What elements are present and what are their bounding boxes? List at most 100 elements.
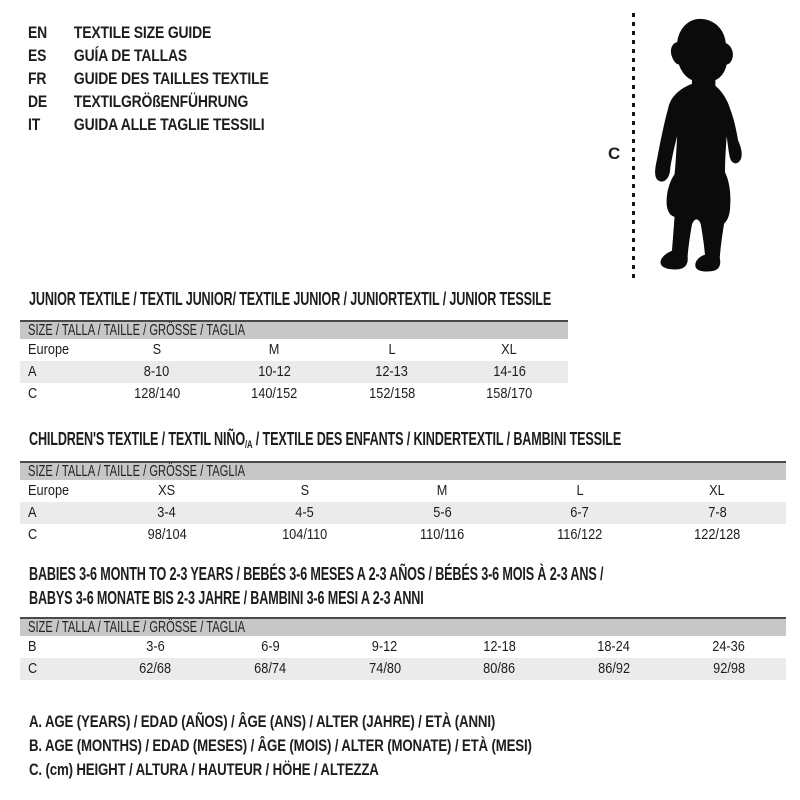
row-label-cell: C bbox=[20, 524, 98, 546]
table-cell-text: XL bbox=[709, 483, 725, 499]
row-label-text: C bbox=[28, 661, 38, 677]
table-cell: L bbox=[511, 480, 649, 502]
table-cell: 80/86 bbox=[442, 658, 557, 680]
table-cell: XS bbox=[98, 480, 236, 502]
section-title-text: BABIES 3-6 MONTH TO 2-3 YEARS / BEBÉS 3-… bbox=[29, 562, 603, 610]
table-cell: 92/98 bbox=[671, 658, 786, 680]
table-cell: 10-12 bbox=[216, 361, 334, 383]
table-cell-text: 158/170 bbox=[486, 386, 533, 402]
row-label-cell: C bbox=[20, 658, 98, 680]
language-row: FR GUIDE DES TAILLES TEXTILE bbox=[28, 67, 321, 90]
language-row-text: FR GUIDE DES TAILLES TEXTILE bbox=[28, 67, 269, 90]
table-cell: 6-9 bbox=[213, 636, 328, 658]
language-row-text: EN TEXTILE SIZE GUIDE bbox=[28, 21, 211, 44]
language-row-text: ES GUÍA DE TALLAS bbox=[28, 44, 187, 67]
row-label-text: B bbox=[28, 639, 37, 655]
table-cell-text: 8-10 bbox=[143, 364, 170, 380]
language-row-text: IT GUIDA ALLE TAGLIE TESSILI bbox=[28, 113, 265, 136]
table-cell: 3-4 bbox=[98, 502, 236, 524]
table-cell-text: 18-24 bbox=[597, 639, 631, 655]
table-header-text: SIZE / TALLA / TAILLE / GRÖSSE / TAGLIA bbox=[28, 322, 246, 339]
table-cell: M bbox=[216, 339, 334, 361]
table-cell: 68/74 bbox=[213, 658, 328, 680]
section-title-line: BABIES 3-6 MONTH TO 2-3 YEARS / BEBÉS 3-… bbox=[29, 564, 604, 584]
table-cell-text: 62/68 bbox=[139, 661, 172, 677]
row-label-text: C bbox=[28, 527, 38, 543]
table-cell-text: 9-12 bbox=[371, 639, 398, 655]
language-row: ES GUÍA DE TALLAS bbox=[28, 44, 321, 67]
table-cell-text: M bbox=[268, 342, 280, 358]
table-row: A 3-4 4-5 5-6 6-7 7-8 bbox=[20, 502, 786, 524]
table-cell-text: XL bbox=[501, 342, 518, 358]
table-cell-text: 110/116 bbox=[419, 527, 465, 543]
table-cell-text: 128/140 bbox=[133, 386, 180, 402]
table-cell: 8-10 bbox=[98, 361, 216, 383]
height-dotted-line bbox=[632, 13, 635, 279]
table-cell-text: 92/98 bbox=[712, 661, 745, 677]
table-cell: 62/68 bbox=[98, 658, 213, 680]
table-cell-text: 3-6 bbox=[146, 639, 165, 655]
table-cell: S bbox=[236, 480, 374, 502]
table-cell: 128/140 bbox=[98, 383, 216, 405]
table-cell: 152/158 bbox=[333, 383, 451, 405]
language-row-text: DE TEXTILGRÖßENFÜHRUNG bbox=[28, 90, 248, 113]
table-cell-text: 4-5 bbox=[295, 505, 314, 521]
language-code: ES bbox=[28, 46, 47, 65]
table-row: A 8-10 10-12 12-13 14-16 bbox=[20, 361, 568, 383]
section-title-text: CHILDREN'S TEXTILE / TEXTIL NIÑO/A / TEX… bbox=[29, 427, 621, 457]
table-cell: XL bbox=[648, 480, 786, 502]
table-cell: XL bbox=[451, 339, 569, 361]
table-cell: 3-6 bbox=[98, 636, 213, 658]
table-cell-text: L bbox=[388, 342, 396, 358]
table-cell-text: 3-4 bbox=[157, 505, 177, 521]
language-title: TEXTILGRÖßENFÜHRUNG bbox=[73, 92, 249, 111]
footnote-line: A. AGE (YEARS) / EDAD (AÑOS) / ÂGE (ANS)… bbox=[29, 710, 674, 734]
language-list: EN TEXTILE SIZE GUIDE ES GUÍA DE TALLAS FR GU… bbox=[28, 21, 321, 136]
table-header-band: SIZE / TALLA / TAILLE / GRÖSSE / TAGLIA bbox=[20, 461, 786, 480]
table-cell: M bbox=[373, 480, 511, 502]
table-cell: 18-24 bbox=[557, 636, 672, 658]
language-row: DE TEXTILGRÖßENFÜHRUNG bbox=[28, 90, 321, 113]
table-cell: 12-13 bbox=[333, 361, 451, 383]
table-cell-text: 152/158 bbox=[368, 386, 415, 402]
table-cell: 122/128 bbox=[648, 524, 786, 546]
language-title: GUIDA ALLE TAGLIE TESSILI bbox=[73, 115, 265, 134]
row-label-text: Europe bbox=[28, 483, 70, 499]
section-title-babies: BABIES 3-6 MONTH TO 2-3 YEARS / BEBÉS 3-… bbox=[29, 562, 800, 610]
footnote-line: C. (cm) HEIGHT / ALTURA / HAUTEUR / HÖHE… bbox=[29, 758, 674, 782]
table-cell-text: 80/86 bbox=[483, 661, 516, 677]
table-cell-text: 5-6 bbox=[432, 505, 452, 521]
footnote-line: B. AGE (MONTHS) / EDAD (MESES) / ÂGE (MO… bbox=[29, 734, 674, 758]
table-row: C 128/140 140/152 152/158 158/170 bbox=[20, 383, 568, 405]
table-row: B 3-6 6-9 9-12 12-18 18-24 24-36 bbox=[20, 636, 786, 658]
table-header-band: SIZE / TALLA / TAILLE / GRÖSSE / TAGLIA bbox=[20, 617, 786, 636]
table-cell-text: 6-9 bbox=[260, 639, 280, 655]
language-code: EN bbox=[28, 23, 48, 42]
table-cell: 158/170 bbox=[451, 383, 569, 405]
table-cell: 4-5 bbox=[236, 502, 374, 524]
table-cell-text: 6-7 bbox=[570, 505, 589, 521]
row-label-text: A bbox=[28, 364, 37, 380]
table-cell-text: S bbox=[152, 342, 161, 358]
table-cell-text: 116/122 bbox=[557, 527, 603, 543]
table-cell-text: 104/110 bbox=[281, 527, 327, 543]
footnote-text: C. (cm) HEIGHT / ALTURA / HAUTEUR / HÖHE… bbox=[29, 760, 379, 779]
table-cell-text: 98/104 bbox=[147, 527, 187, 543]
language-title: TEXTILE SIZE GUIDE bbox=[73, 23, 212, 42]
table-cell-text: XS bbox=[158, 483, 176, 499]
junior-size-table: SIZE / TALLA / TAILLE / GRÖSSE / TAGLIA E… bbox=[20, 320, 568, 405]
section-title-children: CHILDREN'S TEXTILE / TEXTIL NIÑO/A / TEX… bbox=[29, 427, 800, 457]
table-row: C 62/68 68/74 74/80 80/86 86/92 92/98 bbox=[20, 658, 786, 680]
row-label-text: Europe bbox=[28, 342, 70, 358]
table-cell: 12-18 bbox=[442, 636, 557, 658]
footnote-text: A. AGE (YEARS) / EDAD (AÑOS) / ÂGE (ANS)… bbox=[29, 712, 496, 731]
table-cell-text: 12-18 bbox=[482, 639, 516, 655]
babies-size-table: SIZE / TALLA / TAILLE / GRÖSSE / TAGLIA B… bbox=[20, 617, 786, 680]
table-cell: 110/116 bbox=[373, 524, 511, 546]
language-row: EN TEXTILE SIZE GUIDE bbox=[28, 21, 321, 44]
table-cell: 9-12 bbox=[327, 636, 442, 658]
table-cell: 140/152 bbox=[216, 383, 334, 405]
language-title: GUIDE DES TAILLES TEXTILE bbox=[73, 69, 269, 88]
table-cell: 6-7 bbox=[511, 502, 649, 524]
